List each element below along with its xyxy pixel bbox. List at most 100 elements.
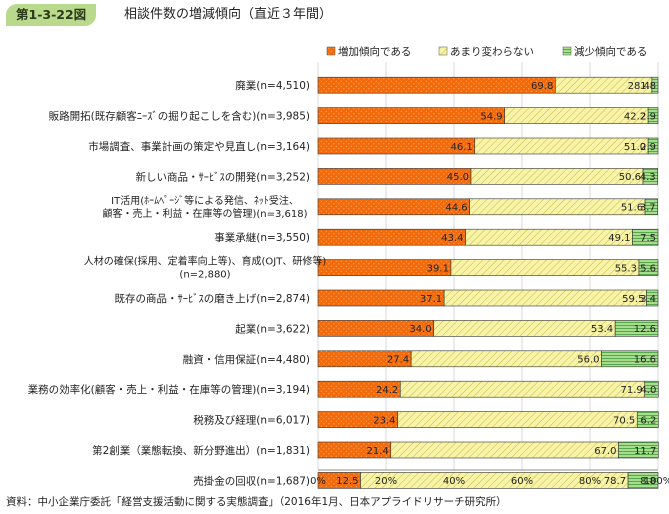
legend-label-increase: 増加傾向である <box>338 45 411 58</box>
data-label-increase: 69.8 <box>531 81 553 92</box>
data-label-increase: 34.0 <box>409 324 431 335</box>
bar-same <box>390 441 619 459</box>
category-label: 事業承継(n=3,550) <box>214 231 310 244</box>
category-label: 第2創業（業態転換、新分野進出）(n=1,831) <box>92 444 310 457</box>
legend-swatch-increase <box>326 46 336 56</box>
legend-swatch-same <box>438 46 448 56</box>
bar-same <box>399 380 646 398</box>
category-label: 人材の確保(採用、定着率向上等)、育成(OJT、研修等) (n=2,880) <box>84 255 327 281</box>
data-label-decrease: 3.7 <box>640 203 656 214</box>
category-labels: 廃業(n=4,510) 販路開拓(既存顧客ﾆｰｽﾞの掘り起こしを含む)(n=3,9… <box>28 79 327 487</box>
bar-same <box>433 320 616 337</box>
x-tick-label: 80% <box>579 476 601 487</box>
category-label: 起業(n=3,622) <box>235 322 310 335</box>
bar-decrease <box>632 228 659 246</box>
bar-decrease <box>644 380 659 398</box>
data-label-increase: 39.1 <box>427 263 449 274</box>
category-label: 市場調査、事業計画の策定や見直し(n=3,164) <box>88 140 310 153</box>
chart-legend: 増加傾向である あまり変わらない 減少傾向である <box>326 45 647 58</box>
data-label-decrease: 16.6 <box>634 355 656 366</box>
data-label-decrease: 11.7 <box>634 446 656 457</box>
bar-same <box>474 137 649 155</box>
category-label-line: 顧客・売上・利益・在庫等の管理)(n=3,618) <box>102 207 307 220</box>
bar-same <box>469 198 646 216</box>
bar-increase <box>317 107 505 124</box>
bar-decrease <box>627 472 659 489</box>
data-label-same: 51.0 <box>624 142 646 153</box>
data-label-decrease: 1.8 <box>640 81 656 92</box>
data-label-decrease: 5.6 <box>640 263 656 274</box>
data-label-decrease: 12.6 <box>634 324 656 335</box>
data-label-same: 53.4 <box>591 324 613 335</box>
bar-decrease <box>618 441 659 459</box>
data-label-increase: 37.1 <box>420 294 442 305</box>
x-tick-label: 100% <box>644 476 669 487</box>
bar-decrease <box>651 76 659 94</box>
data-label-decrease: 8.8 <box>640 476 656 487</box>
category-label: 税務及び経理(n=6,017) <box>193 414 310 427</box>
legend-label-decrease: 減少傾向である <box>574 45 647 58</box>
category-label: 販路開拓(既存顧客ﾆｰｽﾞの掘り起こしを含む)(n=3,985) <box>49 110 310 123</box>
x-tick-label: 40% <box>443 476 465 487</box>
category-label-line: IT活用(ﾎｰﾑﾍﾟｰｼﾞ等による発信、ﾈｯﾄ受注、 <box>111 194 299 207</box>
bar-increase <box>317 76 556 94</box>
bar-decrease <box>647 137 659 155</box>
data-label-same: 50.6 <box>619 172 641 183</box>
data-label-decrease: 7.5 <box>640 233 656 244</box>
data-label-decrease: 3.4 <box>640 294 656 305</box>
category-label-line: (n=2,880) <box>179 270 230 281</box>
data-label-increase: 46.1 <box>450 142 472 153</box>
bar-same <box>397 411 638 428</box>
bar-decrease <box>636 411 659 428</box>
data-label-increase: 54.9 <box>480 111 502 122</box>
category-label: 既存の商品・ｻｰﾋﾞｽの磨き上げ(n=2,874) <box>115 292 310 305</box>
x-tick-label: 0% <box>310 476 326 487</box>
data-label-same: 70.5 <box>613 415 635 426</box>
data-label-same: 55.3 <box>615 263 637 274</box>
legend-label-same: あまり変わらない <box>450 45 534 58</box>
data-label-decrease: 2.9 <box>640 111 656 122</box>
bar-decrease <box>614 320 659 337</box>
data-label-increase: 12.5 <box>336 476 358 487</box>
data-label-same: 49.1 <box>608 233 630 244</box>
bar-decrease <box>638 259 659 276</box>
x-tick-label: 60% <box>511 476 533 487</box>
chart-bars: 69.8 28.41.854.9 42.22.946.1 51.02.945.0 50.… <box>317 76 659 489</box>
category-label: 売掛金の回収(n=1,687) <box>193 474 310 487</box>
category-label: 業務の効率化(顧客・売上・利益・在庫等の管理)(n=3,194) <box>28 383 310 396</box>
bar-decrease <box>601 350 659 368</box>
data-label-same: 71.9 <box>620 385 642 396</box>
bar-same <box>410 350 602 368</box>
bar-decrease <box>644 198 658 216</box>
data-label-same: 51.6 <box>621 203 643 214</box>
data-label-decrease: 6.2 <box>640 415 656 426</box>
bar-decrease <box>646 289 659 307</box>
data-label-increase: 44.6 <box>445 203 467 214</box>
category-label: 新しい商品・ｻｰﾋﾞｽの開発(n=3,252) <box>136 170 310 183</box>
figure-number-badge: 第1-3-22図 <box>6 4 97 26</box>
data-label-same: 42.2 <box>624 111 646 122</box>
data-label-same: 78.7 <box>604 476 626 487</box>
category-label: IT活用(ﾎｰﾑﾍﾟｰｼﾞ等による発信、ﾈｯﾄ受注、顧客・売上・利益・在庫等の管… <box>102 194 307 220</box>
bar-decrease <box>642 168 658 185</box>
data-label-increase: 23.4 <box>373 415 395 426</box>
data-label-decrease: 4.0 <box>640 385 656 396</box>
data-label-increase: 45.0 <box>447 172 469 183</box>
category-label-line: 人材の確保(採用、定着率向上等)、育成(OJT、研修等) <box>84 255 327 268</box>
stacked-bar-chart: 増加傾向である あまり変わらない 減少傾向である 69.8 28.41.8 54.9 42… <box>28 45 669 489</box>
data-label-same: 56.0 <box>577 355 599 366</box>
data-label-increase: 24.2 <box>376 385 398 396</box>
data-label-same: 67.0 <box>594 446 616 457</box>
data-label-same: 28.4 <box>628 81 650 92</box>
bar-same <box>443 289 647 307</box>
source-note: 資料：中小企業庁委託「経営支援活動に関する実態調査」（2016年1月、日本アプラ… <box>6 496 507 508</box>
figure-header: 第1-3-22図 相談件数の増減傾向（直近３年間） <box>0 0 669 30</box>
x-axis: 0% 20% 40% 60% 80% 100% <box>310 469 669 487</box>
data-label-increase: 43.4 <box>441 233 463 244</box>
data-label-decrease: 2.9 <box>640 142 656 153</box>
category-label: 融資・信用保証(n=4,480) <box>183 353 310 366</box>
data-label-same: 59.5 <box>622 294 644 305</box>
data-label-increase: 21.4 <box>366 446 388 457</box>
bar-decrease <box>647 107 659 124</box>
category-label: 廃業(n=4,510) <box>235 79 310 92</box>
